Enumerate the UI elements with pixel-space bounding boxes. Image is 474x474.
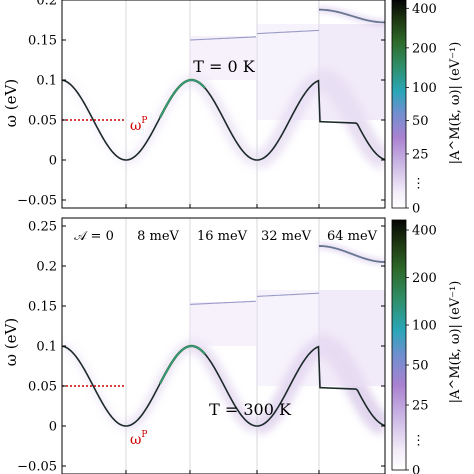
bottom-y-axis-label: ω (eV)	[2, 318, 20, 366]
upper-satellite-branch	[189, 300, 257, 305]
y-tick-label: 0.05	[28, 114, 57, 129]
colorbar-tick-label: 25	[412, 399, 429, 414]
y-tick-label: 0.25	[28, 220, 57, 235]
satellite-intensity	[257, 24, 319, 120]
y-tick-label: 0	[49, 154, 57, 169]
satellite-intensity	[319, 290, 385, 386]
upper-satellite-branch	[189, 36, 257, 41]
y-tick-label: 0.1	[36, 74, 57, 89]
top-y-axis-label: ω (eV)	[2, 79, 20, 127]
y-tick-label: 0.2	[36, 0, 57, 9]
colorbar-tick-label: 25	[412, 147, 429, 162]
top-colorbar-label: |A^M(k, ω)| (eV⁻¹)	[448, 42, 463, 165]
peak-highlight	[159, 79, 206, 118]
bottom-panel: 0.25 0.2 0.15 0.1 0.05 0 −0.05 𝒜 = 0 8 meV 16 meV…	[17, 217, 437, 474]
y-tick-label: −0.05	[17, 460, 57, 474]
heatmap-content	[62, 218, 385, 474]
segment-label: 8 meV	[137, 229, 179, 244]
y-tick-label: 0.05	[28, 380, 57, 395]
colorbar-tick-label: 50	[412, 359, 429, 374]
colorbar-tick-label: 100	[412, 319, 437, 334]
colorbar-tick-label: 400	[412, 224, 437, 239]
satellite-intensity	[190, 302, 257, 346]
colorbar-tick-label: 100	[412, 81, 437, 96]
dispersion-curve	[62, 79, 385, 161]
colorbar-tick-label: 200	[412, 41, 437, 56]
bottom-panel-labels: T = 300 K ω (eV) |A^M(k, ω)| (eV⁻¹) ωP	[2, 281, 463, 448]
satellite-intensity	[319, 24, 385, 120]
top-panel-labels: T = 0 K ω (eV) |A^M(k, ω)| (eV⁻¹) ωP	[2, 42, 463, 165]
plot-frame	[61, 0, 386, 209]
colorbar-tick-label: ⋮	[412, 177, 425, 192]
y-tick-label: 0.1	[36, 340, 57, 355]
colorbar-tick-label: ⋮	[412, 434, 425, 449]
segment-label: 64 meV	[327, 229, 378, 244]
upper-satellite-branch	[256, 292, 320, 297]
colorbar	[391, 0, 407, 209]
colorbar-tick-label: 0	[412, 202, 420, 217]
peak-highlight	[159, 345, 206, 384]
colorbar-tick-label: 0	[412, 464, 420, 474]
upper-satellite-glow	[318, 5, 385, 27]
segment-label: 32 meV	[261, 229, 312, 244]
colorbar	[391, 219, 407, 471]
upper-satellite-branch	[256, 29, 320, 35]
segment-label: 𝒜 = 0	[74, 229, 114, 244]
satellite-intensity	[190, 36, 257, 80]
satellite-intensity	[257, 290, 319, 386]
colorbar-tick-label: 200	[412, 271, 437, 286]
bottom-colorbar-label: |A^M(k, ω)| (eV⁻¹)	[448, 281, 463, 404]
colorbar-tick-label: 400	[412, 2, 437, 17]
top-panel: 0.2 0.15 0.1 0.05 0 −0.05 400 200 100 50 25 ⋮ 0	[17, 0, 437, 217]
heatmap-content	[62, 0, 385, 208]
upper-satellite-glow	[318, 242, 385, 266]
top-temperature-label: T = 0 K	[193, 57, 256, 76]
y-tick-label: 0.15	[28, 300, 57, 315]
y-tick-label: 0.15	[28, 34, 57, 49]
y-tick-label: 0.2	[36, 260, 57, 275]
y-tick-label: 0	[49, 420, 57, 435]
dispersion-curve	[62, 345, 385, 427]
colorbar-tick-label: 50	[412, 114, 429, 129]
bottom-temperature-label: T = 300 K	[209, 400, 292, 419]
segment-label: 16 meV	[197, 229, 248, 244]
y-tick-label: −0.05	[17, 194, 57, 209]
